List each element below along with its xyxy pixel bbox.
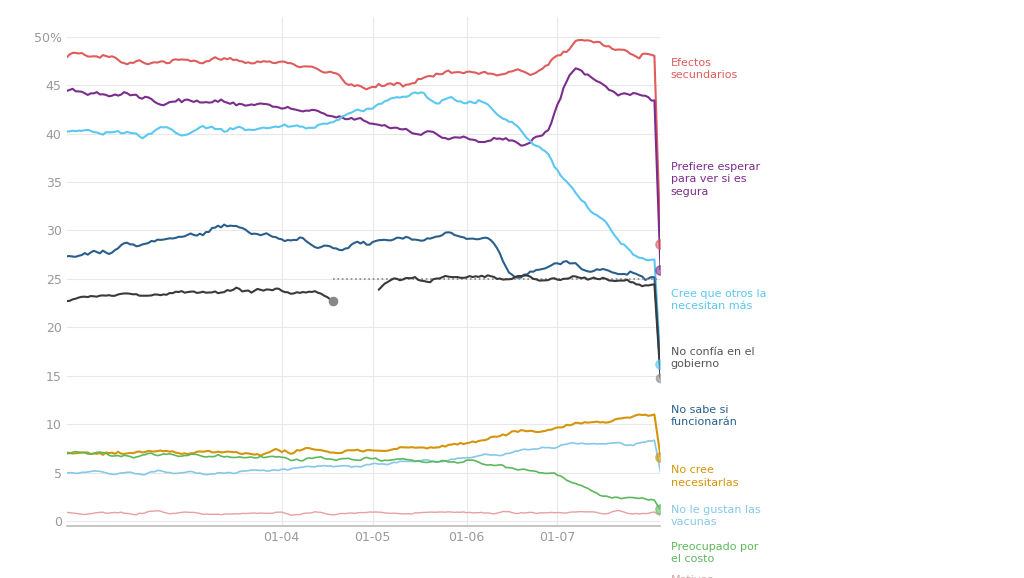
Text: Prefiere esperar
para ver si es
segura: Prefiere esperar para ver si es segura [671,162,760,197]
Text: No le gustan las
vacunas: No le gustan las vacunas [671,505,761,527]
Point [325,297,341,306]
Text: Preocupado por
el costo: Preocupado por el costo [671,542,758,564]
Point [652,505,669,514]
Text: Motivos
religiosos: Motivos religiosos [671,575,724,578]
Text: No sabe si
funcionarán: No sabe si funcionarán [671,405,737,427]
Point [652,452,669,461]
Point [652,359,669,368]
Point [652,373,669,383]
Point [652,265,669,275]
Text: Cree que otros la
necesitan más: Cree que otros la necesitan más [671,289,766,312]
Point [652,240,669,249]
Text: No cree
necesitarlas: No cree necesitarlas [671,465,738,488]
Text: No confía en el
gobierno: No confía en el gobierno [671,347,755,369]
Text: Efectos
secundarios: Efectos secundarios [671,58,738,80]
